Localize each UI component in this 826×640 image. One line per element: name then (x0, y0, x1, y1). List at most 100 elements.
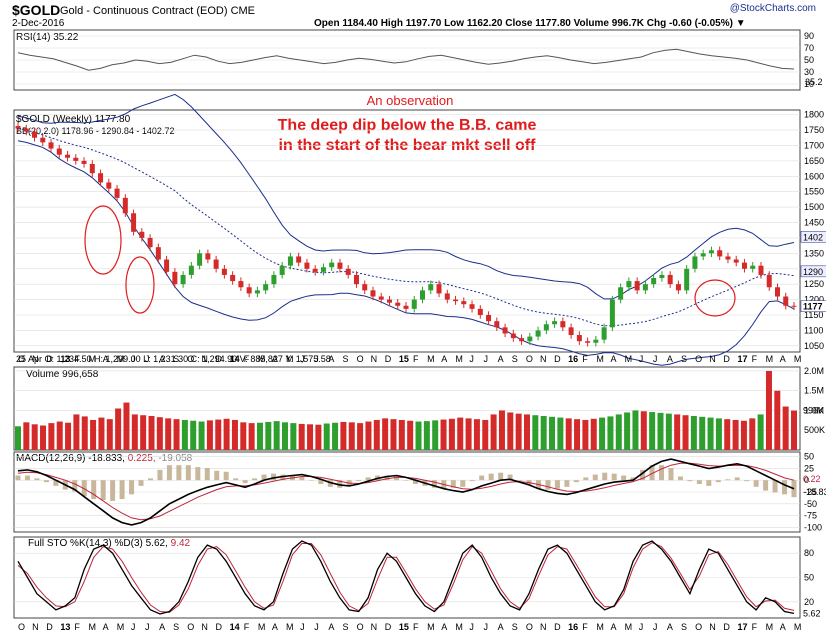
x-label: F (413, 622, 419, 632)
volume-bar (457, 417, 464, 450)
volume-bar (515, 413, 522, 450)
macd-hist-bar (356, 480, 362, 482)
price-label-box-last (800, 300, 826, 312)
candle-body (353, 274, 359, 285)
rsi-tick: 70 (804, 43, 814, 53)
candle-body (692, 256, 698, 269)
macd-hist-bar (545, 480, 551, 490)
candle-body (634, 281, 640, 291)
candle-body (370, 290, 376, 297)
bollinger-bands (17, 93, 795, 366)
candle-body (428, 284, 434, 291)
macd-line (17, 458, 795, 526)
volume-bar (115, 408, 122, 450)
volume-bar (307, 424, 314, 450)
macd-hist-bar (394, 476, 400, 481)
x-label: S (681, 622, 687, 632)
macd-hist-bar (299, 476, 305, 481)
x-label: S (512, 622, 518, 632)
x-label: J (469, 354, 474, 364)
sto-tick: 80 (804, 548, 814, 558)
volume-bar (523, 414, 530, 450)
volume-bar (282, 422, 289, 450)
macd-value: -18.83 (803, 487, 826, 497)
macd-tick: 25 (804, 463, 814, 473)
macd-hist-bar (460, 480, 466, 487)
volume-bars (15, 370, 797, 450)
macd-hist-bar (195, 467, 201, 481)
volume-bar (440, 419, 447, 450)
volume-bar (423, 421, 430, 450)
candle-body (378, 296, 384, 300)
candle-body (139, 231, 145, 238)
candle-body (642, 284, 648, 291)
volume-bar (131, 414, 138, 450)
x-label: M (117, 622, 125, 632)
volume-bar (365, 421, 372, 450)
x-label: M (455, 622, 463, 632)
candle-body (304, 262, 310, 269)
volume-bar (273, 421, 280, 450)
volume-bar (148, 416, 155, 450)
volume-bar (215, 419, 222, 450)
x-label: J (314, 622, 319, 632)
x-label: N (709, 354, 716, 364)
candle-body (15, 126, 21, 129)
candle-body (585, 341, 591, 343)
x-label: A (780, 354, 786, 364)
candle-body (700, 253, 706, 257)
price-tick: 1550 (804, 187, 824, 197)
volume-bar (732, 419, 739, 450)
x-label: F (582, 354, 588, 364)
volume-bar (674, 414, 681, 450)
x-label: A (103, 622, 109, 632)
price-tick: 1050 (804, 341, 824, 351)
macd-hist-bar (138, 480, 144, 486)
x-label: O (357, 354, 364, 364)
volume-bar (565, 418, 572, 450)
volume-bar (774, 390, 781, 450)
macd-hist-bar (687, 480, 693, 482)
x-label: M (794, 354, 802, 364)
x-label: 14 (230, 622, 240, 632)
macd-hist-bar (734, 477, 740, 481)
candle-body (271, 274, 277, 285)
x-label: M (455, 354, 463, 364)
volume-bar (665, 413, 672, 450)
x-label: M (596, 354, 604, 364)
x-label: N (371, 622, 378, 632)
macd-hist-bar (252, 478, 258, 481)
candle-body (287, 256, 293, 266)
x-label: O (526, 622, 533, 632)
x-label: J (314, 354, 319, 364)
macd-hist-bar (327, 480, 333, 487)
x-label: N (32, 354, 39, 364)
sto-axis: 80 50 205.62 (803, 548, 821, 618)
x-label: S (681, 354, 687, 364)
volume-bar (415, 421, 422, 450)
macd-hist-bar (706, 480, 712, 486)
macd-hist-bar (91, 480, 97, 500)
macd-hist-bar (119, 480, 125, 500)
macd-tick: 0 (804, 475, 809, 485)
macd-hist-bar (412, 480, 418, 484)
x-axis-labels-bottom: O N D 13 F M A M J J A S O N D 14 F M A M J J A S O N D 15 F M A M J J A S O… (18, 622, 801, 632)
rsi-tick: 30 (804, 67, 814, 77)
x-label: J (300, 622, 305, 632)
macd-hist-bar (479, 475, 485, 481)
volume-bar (532, 415, 539, 450)
volume-bar (490, 414, 497, 450)
candle-body (106, 182, 112, 189)
candle-body (667, 274, 673, 285)
macd-hist-bar (43, 480, 49, 483)
candle-body (576, 335, 582, 342)
macd-hist-bar (744, 480, 750, 482)
x-label: J (639, 354, 644, 364)
macd-hist-bar (185, 465, 191, 481)
volume-bar (248, 423, 255, 450)
x-label: D (385, 354, 392, 364)
price-tick: 1350 (804, 248, 824, 258)
macd-hist-bar (611, 473, 617, 481)
volume-bar (323, 423, 330, 450)
